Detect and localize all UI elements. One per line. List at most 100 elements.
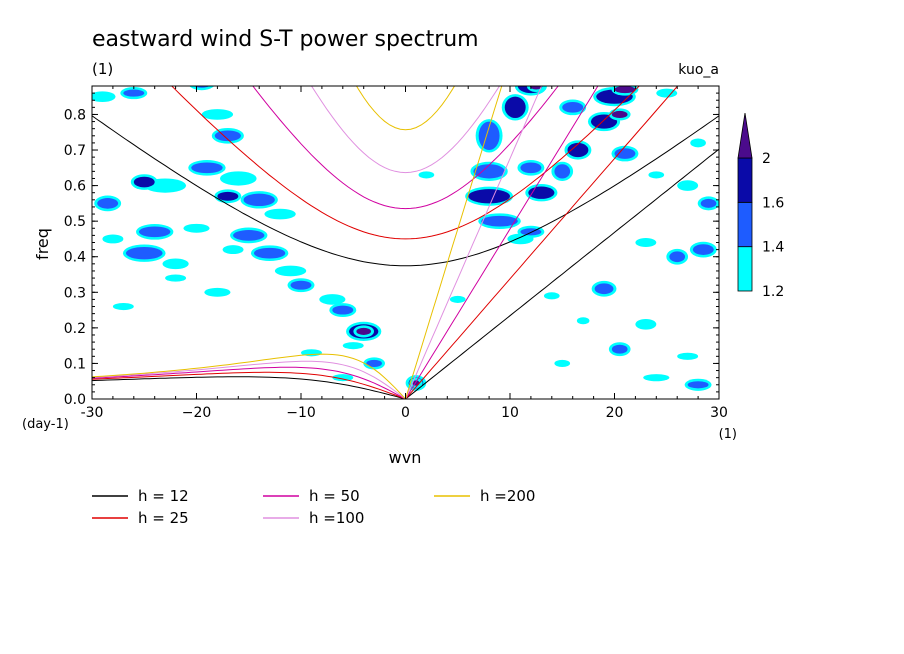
axis-ticks: -30 −20 −10 0 10 20 30 0.0 0.1 0.2 0.3 0.4 0.5 0.6 0.7…	[64, 85, 728, 421]
x-tick-label: 0	[401, 405, 410, 421]
contour-region	[576, 317, 590, 325]
x-tick-label: −20	[182, 405, 212, 421]
experiment-tag: kuo_a	[678, 62, 719, 78]
chart-title: eastward wind S-T power spectrum	[92, 27, 479, 52]
colorbar: 1.2 1.4 1.6 2	[737, 112, 784, 300]
y-axis-label: freq	[33, 228, 52, 260]
contour-region	[611, 344, 628, 354]
contour-region	[590, 114, 618, 129]
legend-label: h = 25	[138, 509, 189, 527]
contour-region	[529, 86, 543, 90]
contour-region	[264, 208, 296, 220]
dispersion-gravity-curve	[92, 115, 719, 267]
contour-region	[473, 164, 505, 179]
contour-region	[692, 244, 714, 255]
x-tick-label: 30	[710, 405, 728, 421]
contour-region	[528, 186, 555, 199]
contour-region	[165, 274, 187, 282]
contour-region	[614, 148, 636, 159]
x-tick-label: 10	[501, 405, 519, 421]
contour-region	[643, 374, 670, 382]
dispersion-gravity-curve	[171, 86, 640, 240]
contour-region	[220, 171, 257, 186]
contour-region	[449, 295, 466, 303]
contour-region	[669, 251, 686, 263]
contour-region	[133, 176, 155, 188]
legend-label: h = 50	[309, 487, 360, 505]
contour-region	[594, 283, 614, 295]
y-tick-label: 0.2	[64, 321, 86, 337]
dispersion-kelvin-curve	[405, 86, 679, 399]
contour-region	[201, 109, 234, 120]
y-tick-label: 0.4	[64, 250, 86, 266]
contour-region	[217, 191, 239, 201]
contour-region	[92, 91, 116, 103]
contour-region	[418, 171, 435, 179]
dispersion-curves	[92, 86, 719, 399]
contour-region	[125, 246, 163, 260]
colorbar-label: 1.4	[762, 240, 784, 256]
contour-region	[342, 342, 364, 350]
contour-region	[193, 86, 210, 88]
colorbar-extend-triangle	[737, 112, 753, 159]
y-tick-label: 0.6	[64, 179, 86, 195]
colorbar-band	[737, 157, 753, 203]
contour-region	[614, 86, 636, 94]
dispersion-kelvin-curve	[405, 86, 599, 399]
contour-region	[635, 318, 657, 330]
contour-region	[562, 102, 584, 113]
dispersion-kelvin-curve	[405, 86, 503, 399]
contour-region	[366, 359, 382, 367]
colorbar-band	[737, 201, 753, 248]
contour-region	[102, 234, 124, 244]
contour-region	[332, 305, 354, 315]
plot-area: -30 −20 −10 0 10 20 30 0.0 0.1 0.2 0.3 0.4 0.5 0.6 0.7…	[64, 85, 728, 421]
legend-label: h = 12	[138, 487, 189, 505]
x-axis-label: wvn	[389, 448, 422, 467]
y-tick-label: 0.1	[64, 356, 86, 372]
contour-region	[290, 280, 312, 290]
contour-region	[332, 374, 354, 382]
contour-region	[700, 198, 717, 208]
contour-region	[677, 180, 699, 191]
contour-region	[567, 142, 589, 158]
contour-region	[112, 302, 134, 311]
contour-region	[648, 171, 665, 179]
contour-region	[253, 247, 286, 259]
dispersion-gravity-curve	[310, 86, 501, 174]
contour-region	[243, 193, 275, 207]
contour-region	[611, 110, 628, 119]
legend-item: h =100	[263, 509, 364, 527]
contour-region	[635, 238, 657, 247]
contour-region	[504, 96, 526, 119]
contour-region	[233, 230, 265, 241]
contour-region	[677, 352, 699, 360]
y-tick-label: 0.3	[64, 285, 86, 301]
contour-region	[162, 258, 189, 270]
contour-region	[123, 89, 145, 97]
dispersion-rossby-curve	[92, 371, 406, 399]
contour-region	[656, 88, 678, 98]
legend-item: h = 25	[92, 509, 189, 527]
contour-region	[687, 381, 709, 389]
dispersion-rossby-curve	[92, 376, 406, 399]
chart-subtitle: (1)	[92, 60, 113, 78]
legend-item: h = 12	[92, 487, 189, 505]
y-tick-label: 0.5	[64, 214, 86, 230]
dispersion-rossby-curve	[92, 353, 406, 399]
dispersion-kelvin-curve	[405, 86, 543, 399]
spectral-power-contours	[92, 86, 719, 391]
legend: h = 12 h = 25 h = 50 h =100 h =200	[92, 487, 535, 527]
dispersion-gravity-curve	[355, 86, 456, 131]
x-tick-label: -30	[81, 405, 104, 421]
legend-label: h =100	[309, 509, 364, 527]
contour-region	[319, 294, 346, 305]
colorbar-label: 2	[762, 151, 771, 167]
contour-region	[274, 265, 307, 277]
dispersion-rossby-curve	[92, 366, 406, 399]
legend-label: h =200	[480, 487, 535, 505]
contour-region	[139, 226, 171, 238]
x-unit-label: (1)	[719, 427, 737, 442]
y-tick-label: 0.8	[64, 107, 86, 123]
